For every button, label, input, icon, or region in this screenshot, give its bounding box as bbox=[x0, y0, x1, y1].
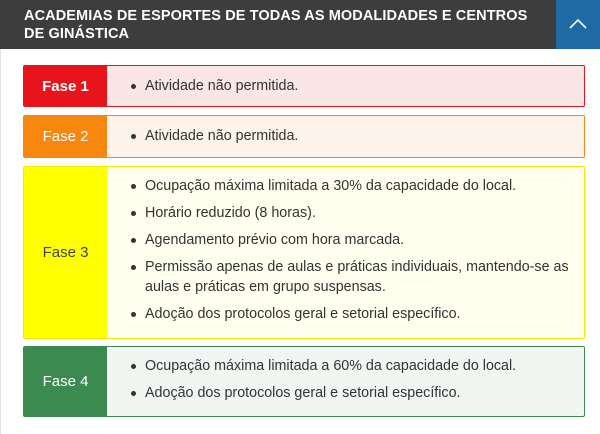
phase-rules: Ocupação máxima limitada a 60% da capaci… bbox=[107, 347, 584, 416]
phase-row-4: Fase 4 Ocupação máxima limitada a 60% da… bbox=[23, 346, 585, 417]
rule-item: Adoção dos protocolos geral e setorial e… bbox=[131, 304, 584, 324]
rule-item: Atividade não permitida. bbox=[131, 126, 584, 146]
phase-label: Fase 4 bbox=[24, 347, 107, 416]
accordion-header[interactable]: ACADEMIAS DE ESPORTES DE TODAS AS MODALI… bbox=[0, 0, 600, 49]
collapse-toggle-button[interactable] bbox=[556, 0, 600, 49]
rule-item: Horário reduzido (8 horas). bbox=[131, 203, 584, 223]
phase-rules: Atividade não permitida. bbox=[107, 116, 584, 157]
accordion-title: ACADEMIAS DE ESPORTES DE TODAS AS MODALI… bbox=[24, 8, 528, 42]
rule-item: Agendamento prévio com hora marcada. bbox=[131, 230, 584, 250]
rule-item: Ocupação máxima limitada a 30% da capaci… bbox=[131, 176, 584, 196]
phase-label: Fase 1 bbox=[24, 66, 107, 106]
phase-label: Fase 2 bbox=[24, 116, 107, 157]
phase-row-3: Fase 3 Ocupação máxima limitada a 30% da… bbox=[23, 166, 585, 339]
phase-label: Fase 3 bbox=[24, 167, 107, 338]
rule-item: Ocupação máxima limitada a 60% da capaci… bbox=[131, 356, 584, 376]
phase-row-1: Fase 1 Atividade não permitida. bbox=[23, 65, 585, 107]
phase-rules: Atividade não permitida. bbox=[107, 66, 584, 106]
rule-item: Permissão apenas de aulas e práticas ind… bbox=[131, 257, 584, 297]
phase-row-2: Fase 2 Atividade não permitida. bbox=[23, 115, 585, 158]
accordion-panel: Fase 1 Atividade não permitida. Fase 2 A… bbox=[0, 49, 600, 434]
chevron-up-icon bbox=[569, 18, 587, 29]
rule-item: Atividade não permitida. bbox=[131, 76, 584, 96]
rule-item: Adoção dos protocolos geral e setorial e… bbox=[131, 383, 584, 403]
phase-rules: Ocupação máxima limitada a 30% da capaci… bbox=[107, 167, 584, 338]
